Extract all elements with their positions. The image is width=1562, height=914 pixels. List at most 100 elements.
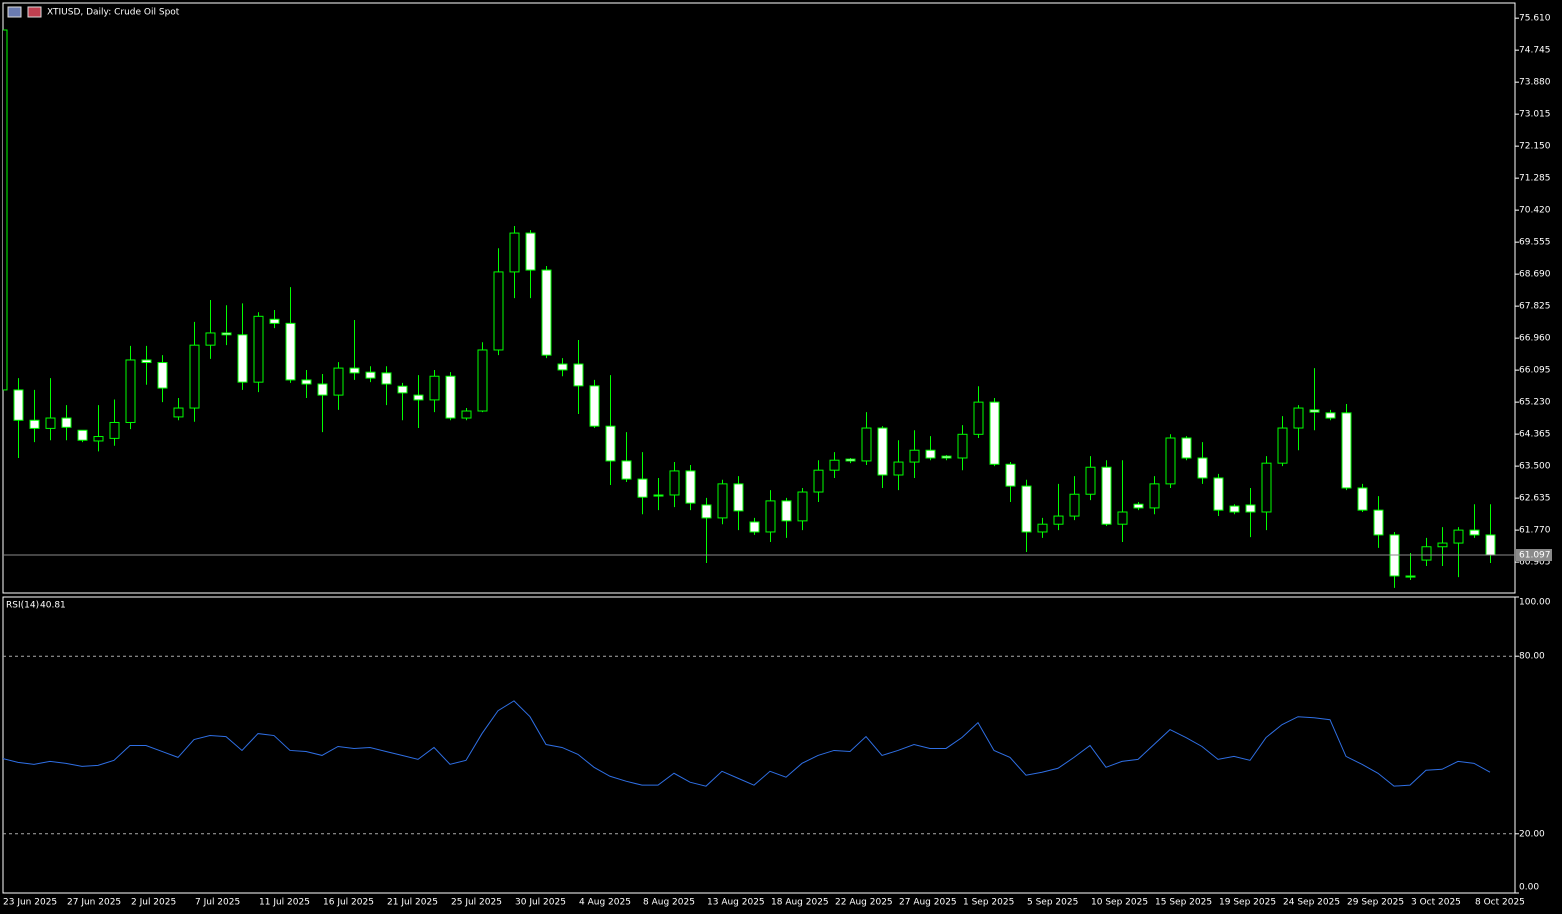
price-plot	[3, 29, 1496, 588]
candle-body	[781, 500, 792, 522]
candle-body	[605, 425, 616, 462]
y-tick-label: 66.960	[1519, 334, 1551, 344]
candle-body	[829, 459, 840, 471]
candle-body	[1485, 534, 1496, 556]
candle-body	[413, 394, 424, 401]
y-tick-label: 62.635	[1519, 494, 1551, 504]
y-tick-label: 74.745	[1519, 46, 1551, 56]
price-pane	[2, 2, 1516, 594]
candle-body	[221, 332, 232, 336]
candle-body	[1053, 515, 1064, 525]
price-tag	[1516, 549, 1552, 562]
rsi-line	[3, 700, 1491, 787]
candle-body	[1085, 466, 1096, 495]
x-tick-label: 2 Jul 2025	[131, 898, 176, 908]
candle-body	[317, 383, 328, 396]
candle-body	[925, 449, 936, 459]
candle-body	[845, 458, 856, 462]
candle-body	[1069, 493, 1080, 517]
y-tick-label: 61.770	[1519, 526, 1551, 536]
candle-body	[285, 322, 296, 381]
candle-body	[637, 478, 648, 498]
candle-body	[701, 504, 712, 519]
candle-body	[269, 318, 280, 324]
candle-body	[29, 419, 40, 429]
candle-body	[685, 470, 696, 504]
candle-body	[861, 427, 872, 462]
candle-body	[669, 470, 680, 496]
candle-body	[1101, 466, 1112, 525]
y-tick-label: 65.230	[1519, 398, 1551, 408]
candle-body	[349, 367, 360, 374]
x-tick-label: 8 Oct 2025	[1475, 898, 1525, 908]
candle-body	[189, 344, 200, 409]
candle-body	[237, 334, 248, 383]
candle-body	[957, 433, 968, 459]
x-tick-label: 1 Sep 2025	[963, 898, 1014, 908]
candle-body	[573, 363, 584, 387]
candle-body	[1197, 457, 1208, 479]
chart-title: XTIUSD, Daily: Crude Oil Spot	[47, 8, 180, 18]
x-tick-label: 4 Aug 2025	[579, 898, 631, 908]
candle-body	[461, 410, 472, 419]
x-tick-label: 27 Jun 2025	[67, 898, 121, 908]
candle-body	[1037, 523, 1048, 533]
candle-body	[1005, 463, 1016, 487]
candle-body	[397, 385, 408, 394]
y-tick-label: 69.555	[1519, 238, 1551, 248]
x-tick-label: 13 Aug 2025	[707, 898, 765, 908]
candle-body	[365, 371, 376, 379]
y-tick-label: 73.880	[1519, 78, 1551, 88]
candle-body	[77, 429, 88, 441]
candle-body	[1229, 505, 1240, 513]
candle-body	[1325, 412, 1336, 419]
candle-body	[109, 421, 120, 439]
candle-body	[61, 417, 72, 428]
y-tick-label: 72.150	[1519, 142, 1551, 152]
y-tick-label: 67.825	[1519, 302, 1551, 312]
candle-body	[525, 232, 536, 271]
candle-body	[253, 315, 264, 383]
candle-body	[1261, 462, 1272, 513]
price-tag-label: 61.097	[1519, 551, 1551, 561]
x-tick-label: 21 Jul 2025	[387, 898, 438, 908]
x-tick-label: 5 Sep 2025	[1027, 898, 1078, 908]
y-tick-label: 0.00	[1519, 883, 1539, 893]
y-tick-label: 66.095	[1519, 366, 1551, 376]
candle-body	[1421, 546, 1432, 561]
x-tick-label: 25 Jul 2025	[451, 898, 502, 908]
icon	[27, 6, 42, 18]
y-tick-label: 70.420	[1519, 206, 1551, 216]
candle-body	[589, 385, 600, 427]
y-tick-label: 64.365	[1519, 430, 1551, 440]
candle-body	[13, 389, 24, 421]
candle-body	[877, 427, 888, 476]
rsi-pane	[2, 596, 1516, 894]
x-tick-label: 19 Sep 2025	[1219, 898, 1276, 908]
candle-body	[333, 367, 344, 396]
candle-body	[93, 436, 104, 442]
icon	[7, 6, 22, 18]
x-tick-label: 29 Sep 2025	[1347, 898, 1404, 908]
x-tick-label: 24 Sep 2025	[1283, 898, 1340, 908]
candle-body	[493, 271, 504, 351]
candle-body	[973, 401, 984, 435]
candle-body	[45, 417, 56, 429]
candle-body	[205, 332, 216, 346]
rsi-value: 40.81	[40, 601, 66, 611]
y-tick-label: 75.610	[1519, 14, 1551, 24]
candle-body	[1293, 407, 1304, 429]
candle-body	[1373, 509, 1384, 536]
x-tick-label: 16 Jul 2025	[323, 898, 374, 908]
x-tick-label: 23 Jun 2025	[3, 898, 57, 908]
y-tick-label: 63.500	[1519, 462, 1551, 472]
candle-body	[1213, 477, 1224, 511]
candle-body	[1341, 412, 1352, 489]
candle-body	[173, 407, 184, 418]
x-tick-label: 10 Sep 2025	[1091, 898, 1148, 908]
candle-body	[1021, 485, 1032, 533]
candle-body	[1277, 427, 1288, 464]
x-tick-label: 22 Aug 2025	[835, 898, 893, 908]
candle-body	[1357, 487, 1368, 511]
candle-body	[909, 449, 920, 463]
